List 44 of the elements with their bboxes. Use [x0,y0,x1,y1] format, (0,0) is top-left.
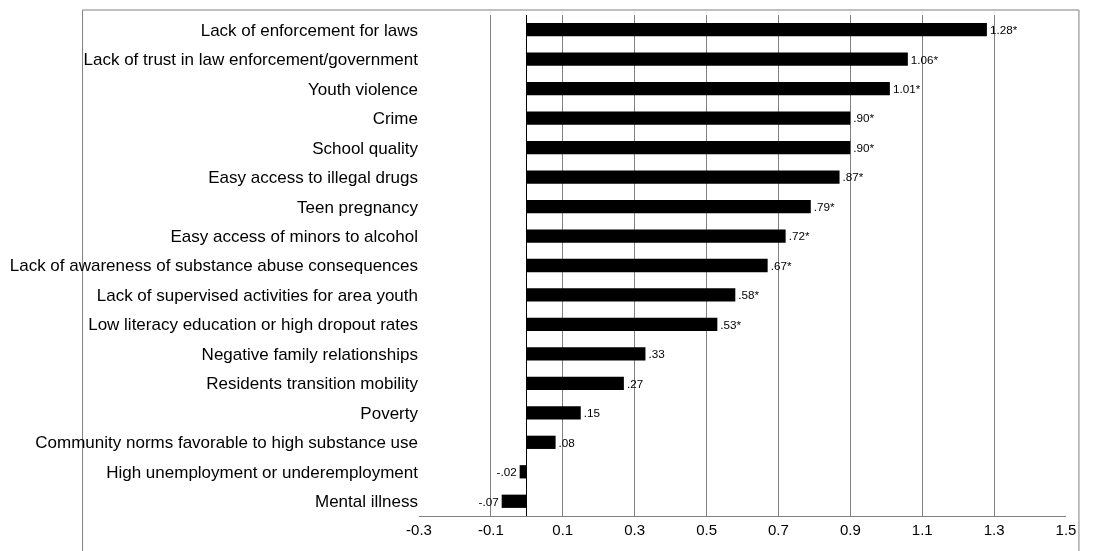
data-label: .67* [770,258,792,272]
y-tick-label: Community norms favorable to high substance use [35,433,418,453]
data-label: -.07 [478,494,499,508]
x-tick-label: 1.1 [911,521,933,538]
data-label: 1.01* [892,81,921,95]
data-label: .90* [853,140,875,154]
y-tick-label: Residents transition mobility [206,374,419,394]
y-tick-label: Poverty [360,403,419,423]
y-tick-label: Crime [372,109,418,129]
y-tick-label: School quality [312,138,419,158]
data-label: .08 [558,435,575,449]
data-label: .79* [813,199,836,213]
data-label: 1.28* [989,23,1018,37]
x-tick-label: 0.3 [624,521,646,538]
data-label: .58* [738,288,760,302]
x-tick-label: 0.1 [552,521,574,538]
x-tick-label: 0.5 [696,521,717,538]
data-label: .72* [788,229,810,243]
data-label: .33 [648,347,665,361]
y-tick-label: Mental illness [315,492,418,512]
data-label: .15 [583,406,601,420]
data-label: .27 [626,376,644,390]
x-tick-label: 0.7 [768,521,789,538]
y-tick-label: Lack of awareness of substance abuse consequences [9,256,418,276]
y-tick-label: Low literacy education or high dropout rates [88,315,418,335]
y-tick-label: Teen pregnancy [297,197,419,217]
data-label: .90* [853,111,875,125]
x-tick-label: -0.1 [477,521,504,538]
data-label: .53* [720,317,742,331]
y-tick-label: Easy access of minors to alcohol [170,226,418,246]
x-tick-label: 1.3 [983,521,1005,538]
y-tick-label: Negative family relationships [201,344,418,364]
data-label: -.02 [496,465,517,479]
y-tick-label: Lack of trust in law enforcement/government [83,50,419,70]
data-label: .87* [842,170,864,184]
y-tick-label: Youth violence [308,79,418,99]
y-tick-label: High unemployment or underemployment [106,462,419,482]
y-tick-label: Lack of enforcement for laws [200,20,418,40]
x-tick-label: 1.5 [1055,521,1077,538]
x-tick-label: -0.3 [406,521,432,538]
x-tick-label: 0.9 [839,521,861,538]
y-tick-label: Lack of supervised activities for area youth [96,285,418,305]
y-tick-label: Easy access to illegal drugs [208,168,418,188]
data-label: 1.06* [910,52,939,66]
